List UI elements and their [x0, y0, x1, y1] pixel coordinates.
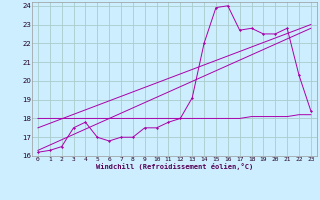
- X-axis label: Windchill (Refroidissement éolien,°C): Windchill (Refroidissement éolien,°C): [96, 163, 253, 170]
